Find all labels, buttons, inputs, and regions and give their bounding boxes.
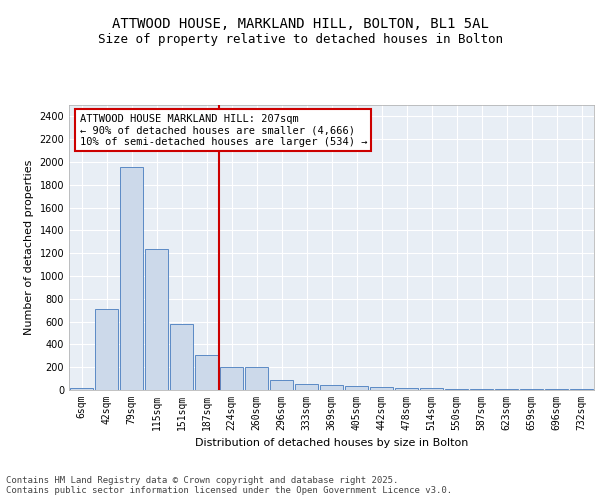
Bar	[420, 388, 443, 390]
Bar	[220, 367, 243, 390]
Text: Size of property relative to detached houses in Bolton: Size of property relative to detached ho…	[97, 32, 503, 46]
Bar	[120, 166, 143, 390]
Bar	[170, 324, 193, 390]
Y-axis label: Number of detached properties: Number of detached properties	[24, 160, 34, 335]
Bar	[345, 386, 368, 390]
Bar	[270, 380, 293, 390]
Bar	[295, 384, 318, 390]
Bar	[370, 386, 393, 390]
Text: Contains HM Land Registry data © Crown copyright and database right 2025.
Contai: Contains HM Land Registry data © Crown c…	[6, 476, 452, 495]
Bar	[245, 367, 268, 390]
Text: ATTWOOD HOUSE, MARKLAND HILL, BOLTON, BL1 5AL: ATTWOOD HOUSE, MARKLAND HILL, BOLTON, BL…	[112, 18, 488, 32]
Bar	[470, 389, 493, 390]
Bar	[445, 389, 468, 390]
Bar	[70, 388, 93, 390]
X-axis label: Distribution of detached houses by size in Bolton: Distribution of detached houses by size …	[195, 438, 468, 448]
Bar	[395, 388, 418, 390]
Bar	[195, 355, 218, 390]
Bar	[145, 249, 168, 390]
Text: ATTWOOD HOUSE MARKLAND HILL: 207sqm
← 90% of detached houses are smaller (4,666): ATTWOOD HOUSE MARKLAND HILL: 207sqm ← 90…	[79, 114, 367, 147]
Bar	[95, 309, 118, 390]
Bar	[320, 386, 343, 390]
